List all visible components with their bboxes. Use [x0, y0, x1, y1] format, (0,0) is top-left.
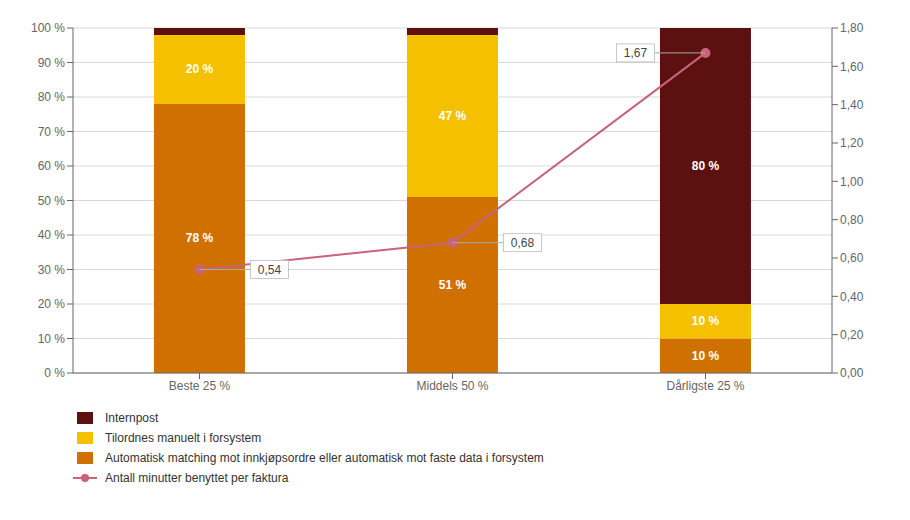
svg-text:Dårligste 25 %: Dårligste 25 %	[666, 379, 744, 393]
svg-text:80 %: 80 %	[692, 159, 720, 173]
html-text:Tilordnes manuelt i forsystem: Tilordnes manuelt i forsystem	[105, 431, 262, 445]
svg-text:0,80: 0,80	[840, 213, 864, 227]
svg-text:51 %: 51 %	[439, 278, 467, 292]
svg-text:Beste 25 %: Beste 25 %	[169, 379, 231, 393]
svg-text:1,60: 1,60	[840, 60, 864, 74]
svg-text:0,54: 0,54	[258, 263, 282, 277]
svg-text:70 %: 70 %	[38, 125, 66, 139]
svg-text:50 %: 50 %	[38, 194, 66, 208]
svg-text:0,68: 0,68	[511, 236, 535, 250]
svg-text:0,00: 0,00	[840, 366, 864, 380]
html-text:Antall minutter benyttet per f: Antall minutter benyttet per faktura	[105, 471, 289, 485]
svg-text:1,67: 1,67	[624, 46, 648, 60]
svg-text:1,20: 1,20	[840, 136, 864, 150]
html-text:Internpost: Internpost	[105, 411, 159, 425]
svg-text:0,20: 0,20	[840, 328, 864, 342]
svg-text:47 %: 47 %	[439, 109, 467, 123]
svg-text:0 %: 0 %	[44, 366, 65, 380]
svg-text:0,40: 0,40	[840, 290, 864, 304]
svg-text:20 %: 20 %	[38, 297, 66, 311]
svg-text:1,80: 1,80	[840, 21, 864, 35]
svg-text:100 %: 100 %	[31, 21, 65, 35]
svg-text:40 %: 40 %	[38, 228, 66, 242]
html-text:Automatisk matching mot innkjø: Automatisk matching mot innkjøpsordre el…	[105, 451, 544, 465]
svg-text:10 %: 10 %	[692, 349, 720, 363]
svg-text:10 %: 10 %	[38, 332, 66, 346]
svg-text:90 %: 90 %	[38, 56, 66, 70]
svg-text:Middels 50 %: Middels 50 %	[416, 379, 488, 393]
svg-text:30 %: 30 %	[38, 263, 66, 277]
svg-text:1,00: 1,00	[840, 175, 864, 189]
svg-text:80 %: 80 %	[38, 90, 66, 104]
svg-text:10 %: 10 %	[692, 314, 720, 328]
svg-text:1,40: 1,40	[840, 98, 864, 112]
svg-text:60 %: 60 %	[38, 159, 66, 173]
svg-text:0,60: 0,60	[840, 251, 864, 265]
svg-text:20 %: 20 %	[186, 62, 214, 76]
svg-text:78 %: 78 %	[186, 231, 214, 245]
